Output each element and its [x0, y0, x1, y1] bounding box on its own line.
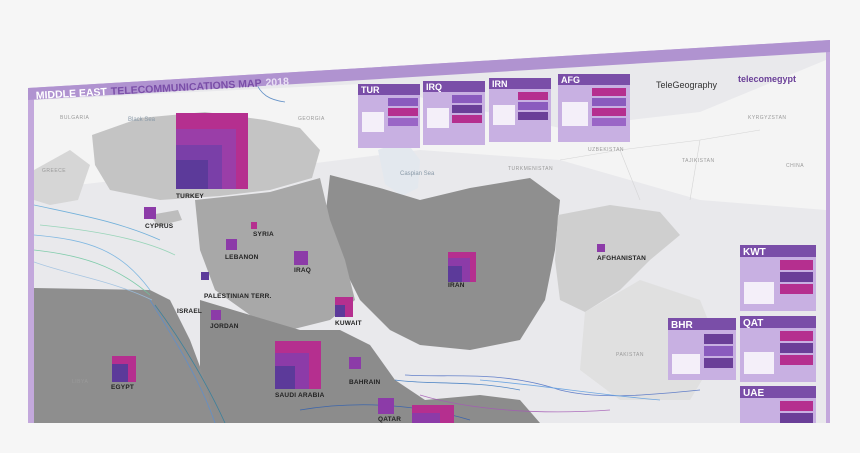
label-saudi-arabia: SAUDI ARABIA	[275, 392, 325, 399]
glyph-egypt	[112, 356, 136, 382]
panel-irq: IRQ	[423, 81, 485, 145]
panel-kwt-code: KWT	[743, 247, 766, 258]
label-iraq: IRAQ	[294, 267, 311, 274]
panel-qat-code: QAT	[743, 318, 763, 329]
panel-bhr-code: BHR	[671, 320, 693, 331]
glyph-qatar	[412, 405, 454, 423]
label-palestinian: PALESTINIAN TERR.	[204, 293, 272, 300]
caspian-sea	[378, 140, 420, 196]
label-egypt: EGYPT	[111, 384, 134, 391]
panel-afg: AFG	[558, 74, 630, 142]
brand-telecomegypt: telecomegypt	[738, 74, 796, 84]
sea-label-black: Black Sea	[128, 117, 156, 123]
panel-irq-code: IRQ	[426, 82, 442, 92]
panel-bhr: BHR	[668, 318, 736, 380]
syria-iraq-land	[195, 178, 355, 330]
geo-label-uzbekistan: UZBEKISTAN	[588, 147, 624, 153]
brand-telegeography: TeleGeography	[656, 80, 718, 90]
panel-tur: TUR	[358, 84, 420, 148]
greece-land	[34, 150, 90, 205]
label-israel: ISRAEL	[177, 308, 202, 315]
panel-qat: QAT	[740, 316, 816, 382]
iran-land	[325, 175, 560, 350]
geo-label-georgia: GEORGIA	[298, 116, 325, 122]
glyph-small-set	[144, 207, 605, 414]
geo-label-china: CHINA	[786, 163, 804, 169]
label-iran: IRAN	[448, 282, 465, 289]
egypt-land	[34, 288, 215, 423]
panel-afg-code: AFG	[561, 75, 580, 85]
label-lebanon: LEBANON	[225, 254, 259, 261]
label-afghanistan: AFGHANISTAN	[597, 255, 646, 262]
label-turkey: TURKEY	[176, 193, 204, 200]
sea-label-caspian: Caspian Sea	[400, 171, 435, 177]
geo-label-libya: LIBYA	[72, 379, 88, 385]
glyph-kuwait	[335, 297, 353, 317]
label-qatar: QATAR	[378, 416, 401, 423]
label-kuwait: KUWAIT	[335, 320, 362, 327]
submarine-cables	[34, 79, 701, 423]
afghanistan-land	[555, 205, 680, 312]
label-cyprus: CYPRUS	[145, 223, 174, 230]
geo-label-pakistan: PAKISTAN	[616, 352, 644, 358]
panel-irn-code: IRN	[492, 79, 508, 89]
glyph-saudi	[275, 341, 321, 389]
label-jordan: JORDAN	[210, 323, 239, 330]
geo-label-turkmenistan: TURKMENISTAN	[508, 166, 553, 172]
panel-tur-code: TUR	[361, 85, 380, 95]
geo-label-greece: GREECE	[42, 168, 66, 174]
north-borders	[559, 129, 761, 201]
cyprus-land	[150, 210, 182, 226]
geo-label-kyrgyzstan: KYRGYZSTAN	[748, 115, 787, 121]
geo-label-bulgaria: BULGARIA	[60, 115, 89, 121]
panel-uae-code: UAE	[743, 388, 764, 399]
panel-kwt: KWT	[740, 245, 816, 311]
arabia-land	[200, 300, 540, 423]
glyph-turkey	[176, 113, 248, 189]
label-syria: SYRIA	[253, 231, 274, 238]
geo-label-tajikistan: TAJIKISTAN	[682, 158, 715, 164]
header-band	[28, 40, 830, 100]
glyph-iran	[448, 252, 476, 282]
panel-irn: IRN	[489, 78, 551, 142]
label-bahrain: BAHRAIN	[349, 379, 380, 386]
panel-uae: UAE	[740, 386, 816, 423]
